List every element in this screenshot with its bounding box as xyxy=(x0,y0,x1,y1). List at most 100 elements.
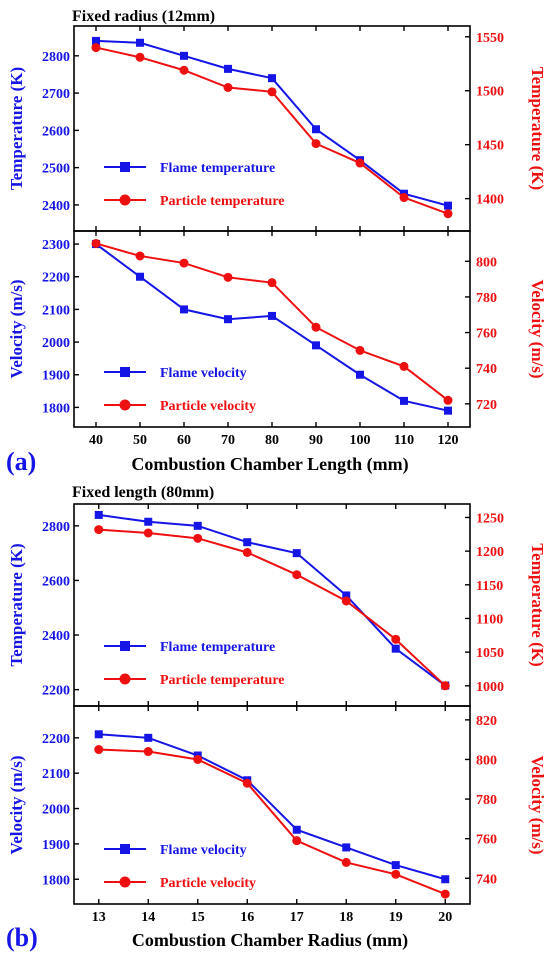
data-point-circle xyxy=(355,345,365,355)
data-point-circle xyxy=(179,65,189,75)
y-tick-label-right: 1400 xyxy=(476,193,504,208)
y-tick-label-right: 1550 xyxy=(476,31,504,46)
data-point-square xyxy=(441,875,450,884)
y-tick-label-left: 2800 xyxy=(42,520,70,535)
legend-label: Particle temperature xyxy=(160,673,285,688)
series-line-particle xyxy=(95,242,449,402)
data-point-circle xyxy=(267,87,277,97)
data-point-square xyxy=(268,311,276,320)
y-tick-label-right: 800 xyxy=(476,255,497,270)
y-tick-label-right: 1200 xyxy=(476,545,504,560)
x-tick-label: 40 xyxy=(89,433,103,448)
data-point-circle xyxy=(91,43,101,53)
y-tick-label-left: 2100 xyxy=(42,303,70,318)
data-point-square xyxy=(292,825,301,834)
data-point-circle xyxy=(292,836,302,846)
y-tick-label-left: 2500 xyxy=(42,162,70,177)
y-tick-label-right: 1050 xyxy=(476,646,504,661)
y-tick-label-left: 2200 xyxy=(42,684,70,699)
legend-marker-circle xyxy=(119,876,131,888)
data-point-square xyxy=(193,521,202,530)
y-tick-label-left: 2100 xyxy=(42,767,70,782)
y-tick-label-right: 1150 xyxy=(476,579,503,594)
panel-a-xlabel: Combustion Chamber Length (mm) xyxy=(131,454,408,475)
data-point-circle xyxy=(135,52,145,62)
data-point-square xyxy=(292,549,301,558)
data-point-circle xyxy=(223,83,233,92)
y-axis-label-left: Temperature (K) xyxy=(7,543,26,666)
legend-marker-square xyxy=(120,844,130,854)
legend-marker-circle xyxy=(119,673,131,685)
data-point-circle xyxy=(341,857,351,867)
x-tick-label: 50 xyxy=(133,433,147,448)
data-point-square xyxy=(356,370,364,379)
y-tick-label-left: 1800 xyxy=(42,401,70,416)
y-tick-label-right: 760 xyxy=(476,833,497,848)
panel-b-title: Fixed length (80mm) xyxy=(72,484,214,501)
x-tick-label: 17 xyxy=(290,910,304,925)
data-point-square xyxy=(268,74,276,83)
data-point-circle xyxy=(242,778,252,788)
y-tick-label-right: 740 xyxy=(476,872,497,887)
legend-marker-circle xyxy=(119,194,131,206)
data-point-square xyxy=(312,341,320,350)
y-axis-label-left: Velocity (m/s) xyxy=(7,280,26,379)
y-tick-label-left: 1900 xyxy=(42,838,70,853)
data-point-circle xyxy=(143,747,153,757)
y-axis-label-right: Velocity (m/s) xyxy=(528,280,547,379)
data-point-circle xyxy=(94,525,104,535)
data-point-circle xyxy=(94,745,104,755)
data-point-circle xyxy=(341,596,351,606)
y-tick-label-left: 2600 xyxy=(42,124,70,139)
series-line-particle xyxy=(98,528,446,687)
charts-layer: 2400 2500 2600 2700 2800 Temperature (K) 1400 1… xyxy=(7,25,547,925)
data-point-circle xyxy=(311,139,321,149)
y-axis-label-right: Velocity (m/s) xyxy=(528,756,547,855)
legend-label: Particle velocity xyxy=(160,876,256,891)
panel-a-title: Fixed radius (12mm) xyxy=(72,8,215,25)
panel-b-letter: (b) xyxy=(6,923,38,952)
plot-frame xyxy=(73,705,471,905)
data-point-circle xyxy=(292,570,302,580)
x-tick-label: 100 xyxy=(350,433,371,448)
panel-a-letter: (a) xyxy=(6,447,36,476)
data-point-square xyxy=(342,843,351,852)
y-tick-label-left: 1800 xyxy=(42,873,70,888)
chart-b-velocity: 13 14 15 16 17 18 19 20 1800 1900 2000 2100 2200 Velo… xyxy=(7,705,547,925)
series-line-particle xyxy=(95,46,449,215)
y-tick-label-right: 780 xyxy=(476,793,497,808)
data-point-circle xyxy=(443,395,453,405)
y-tick-label-left: 1900 xyxy=(42,369,70,384)
y-tick-label-left: 2000 xyxy=(42,803,70,818)
data-point-circle xyxy=(193,754,203,764)
data-point-circle xyxy=(440,889,450,899)
y-tick-label-left: 2600 xyxy=(42,574,70,589)
y-axis-label-right: Temperature (K) xyxy=(528,67,547,190)
data-point-square xyxy=(224,64,232,73)
legend-label: Particle temperature xyxy=(160,194,285,209)
legend-marker-circle xyxy=(119,399,131,411)
data-point-circle xyxy=(223,272,233,282)
data-point-circle xyxy=(391,869,401,879)
y-tick-label-right: 1000 xyxy=(476,680,504,695)
data-point-circle xyxy=(391,634,401,644)
data-point-square xyxy=(94,730,103,739)
y-tick-label-right: 720 xyxy=(476,398,497,413)
data-point-circle xyxy=(179,258,189,268)
y-tick-label-right: 1100 xyxy=(476,612,503,627)
legend-label: Flame velocity xyxy=(160,843,247,858)
x-tick-label: 20 xyxy=(438,910,452,925)
legend-marker-square xyxy=(120,641,130,651)
x-tick-label: 16 xyxy=(240,910,254,925)
data-point-circle xyxy=(242,547,252,557)
y-tick-label-right: 1250 xyxy=(476,511,504,526)
chart-b-temperature: 2200 2400 2600 2800 Temperature (K) 1000 1050 1… xyxy=(7,503,547,707)
data-point-circle xyxy=(135,251,145,261)
y-tick-label-right: 740 xyxy=(476,362,497,377)
plot-frame xyxy=(73,230,471,428)
data-point-square xyxy=(444,406,452,415)
data-point-square xyxy=(342,591,351,600)
data-point-square xyxy=(400,396,408,405)
data-point-circle xyxy=(267,278,277,288)
series-line-flame xyxy=(95,243,449,412)
